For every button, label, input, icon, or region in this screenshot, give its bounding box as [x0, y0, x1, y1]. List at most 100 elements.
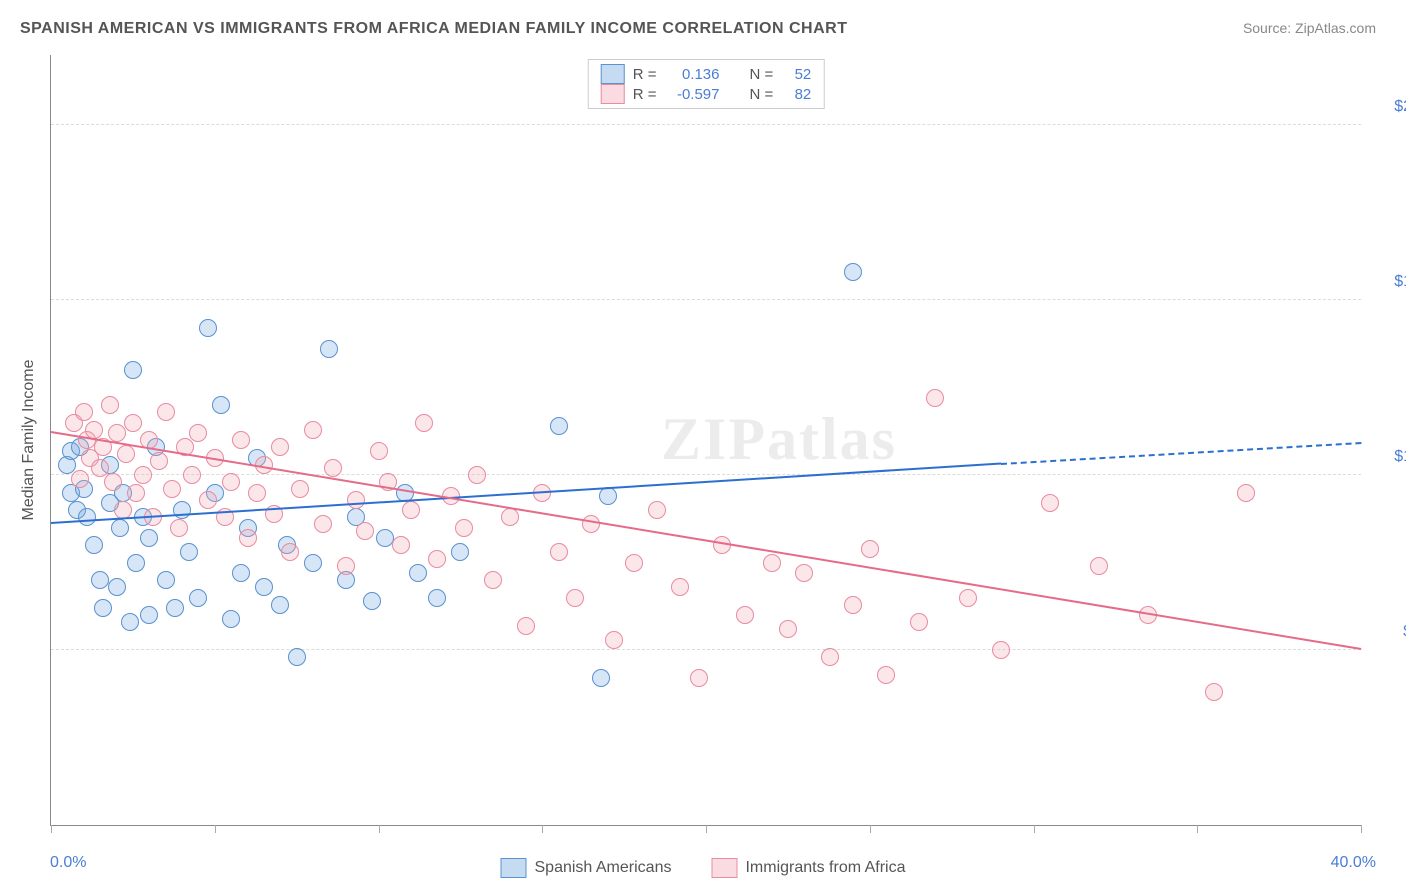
data-point-ring [428, 550, 446, 568]
data-point-ring [625, 554, 643, 572]
legend-swatch [711, 858, 737, 878]
data-point-ring [821, 648, 839, 666]
data-point-ring [85, 421, 103, 439]
data-point-ring [183, 466, 201, 484]
series-legend-label: Immigrants from Africa [745, 859, 905, 877]
r-value: -0.597 [665, 86, 720, 103]
x-tick [542, 825, 543, 833]
data-point-ring [199, 319, 217, 337]
data-point-ring [566, 589, 584, 607]
data-point-ring [356, 522, 374, 540]
data-point-ring [1237, 484, 1255, 502]
x-max-label: 40.0% [1331, 854, 1376, 872]
data-point-ring [736, 606, 754, 624]
data-point-ring [484, 571, 502, 589]
n-label: N = [750, 86, 774, 103]
data-point-ring [157, 571, 175, 589]
x-min-label: 0.0% [50, 854, 86, 872]
data-point-ring [428, 589, 446, 607]
data-point-ring [108, 424, 126, 442]
data-point-ring [451, 543, 469, 561]
series-legend-item: Spanish Americans [501, 858, 672, 878]
gridline [51, 474, 1361, 475]
data-point-ring [592, 669, 610, 687]
watermark: ZIPatlas [661, 405, 897, 474]
data-point-ring [795, 564, 813, 582]
x-tick [706, 825, 707, 833]
legend-swatch [601, 84, 625, 104]
data-point-ring [304, 421, 322, 439]
data-point-ring [140, 606, 158, 624]
gridline [51, 124, 1361, 125]
data-point-ring [1041, 494, 1059, 512]
data-point-ring [281, 543, 299, 561]
data-point-ring [582, 515, 600, 533]
data-point-ring [392, 536, 410, 554]
data-point-ring [108, 578, 126, 596]
data-point-ring [363, 592, 381, 610]
data-point-ring [173, 501, 191, 519]
stats-legend: R = 0.136 N = 52 R = -0.597 N = 82 [588, 59, 825, 109]
x-tick [1034, 825, 1035, 833]
data-point-ring [690, 669, 708, 687]
data-point-ring [910, 613, 928, 631]
x-tick [51, 825, 52, 833]
trend-line [1001, 442, 1361, 465]
data-point-ring [877, 666, 895, 684]
source-label: Source: [1243, 20, 1295, 36]
data-point-ring [320, 340, 338, 358]
data-point-ring [239, 529, 257, 547]
data-point-ring [763, 554, 781, 572]
data-point-ring [91, 571, 109, 589]
data-point-ring [124, 361, 142, 379]
data-point-ring [337, 557, 355, 575]
legend-swatch [601, 64, 625, 84]
data-point-ring [94, 599, 112, 617]
data-point-ring [926, 389, 944, 407]
gridline [51, 649, 1361, 650]
data-point-ring [455, 519, 473, 537]
data-point-ring [517, 617, 535, 635]
data-point-ring [117, 445, 135, 463]
data-point-ring [370, 442, 388, 460]
source-link[interactable]: ZipAtlas.com [1295, 20, 1376, 36]
data-point-ring [550, 543, 568, 561]
data-point-ring [78, 508, 96, 526]
r-value: 0.136 [665, 66, 720, 83]
data-point-ring [189, 589, 207, 607]
data-point-ring [199, 491, 217, 509]
data-point-ring [232, 564, 250, 582]
data-point-ring [409, 564, 427, 582]
data-point-ring [271, 596, 289, 614]
data-point-ring [157, 403, 175, 421]
data-point-ring [992, 641, 1010, 659]
data-point-ring [71, 470, 89, 488]
chart-title: SPANISH AMERICAN VS IMMIGRANTS FROM AFRI… [20, 20, 847, 38]
data-point-ring [222, 610, 240, 628]
data-point-ring [314, 515, 332, 533]
data-point-ring [861, 540, 879, 558]
n-label: N = [750, 66, 774, 83]
data-point-ring [550, 417, 568, 435]
data-point-ring [212, 396, 230, 414]
data-point-ring [1090, 557, 1108, 575]
data-point-ring [189, 424, 207, 442]
data-point-ring [85, 536, 103, 554]
data-point-ring [127, 484, 145, 502]
data-point-ring [501, 508, 519, 526]
data-point-ring [232, 431, 250, 449]
data-point-ring [347, 491, 365, 509]
series-legend: Spanish Americans Immigrants from Africa [501, 858, 906, 878]
data-point-ring [415, 414, 433, 432]
data-point-ring [134, 466, 152, 484]
data-point-ring [304, 554, 322, 572]
data-point-ring [324, 459, 342, 477]
y-axis-label: Median Family Income [20, 360, 38, 521]
stats-legend-row: R = -0.597 N = 82 [601, 84, 812, 104]
r-label: R = [633, 86, 657, 103]
data-point-ring [180, 543, 198, 561]
data-point-ring [255, 578, 273, 596]
data-point-ring [163, 480, 181, 498]
x-tick [870, 825, 871, 833]
data-point-ring [111, 519, 129, 537]
